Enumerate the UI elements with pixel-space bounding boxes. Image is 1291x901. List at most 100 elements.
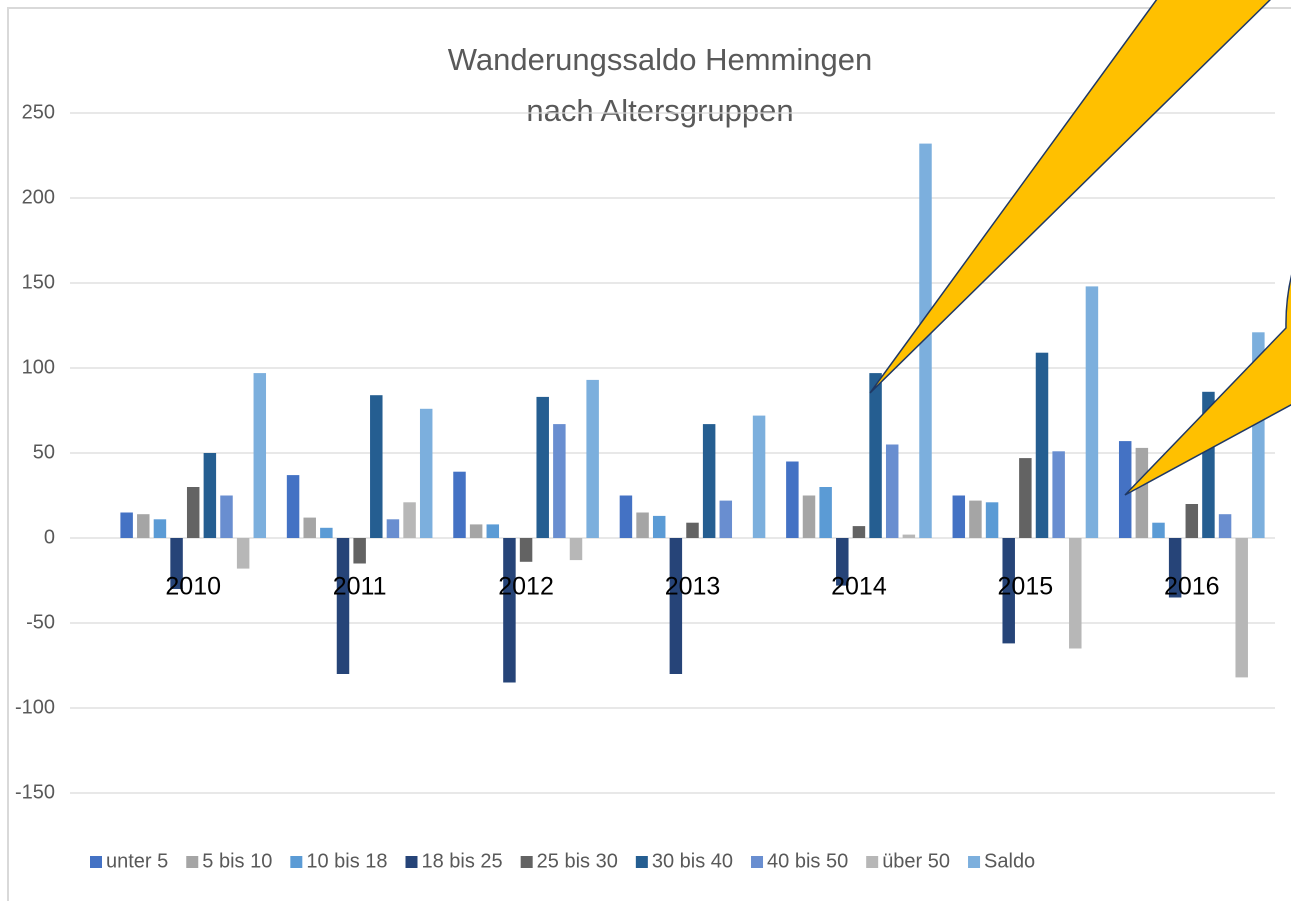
- chart-title: nach Altersgruppen: [526, 93, 793, 128]
- bar: [403, 502, 416, 538]
- x-tick-label: 2013: [665, 573, 721, 601]
- bar: [652, 515, 666, 538]
- bar: [952, 495, 966, 538]
- bar: [669, 538, 683, 674]
- bar: [186, 487, 200, 538]
- bar: [137, 514, 150, 538]
- bar: [1152, 522, 1165, 538]
- legend-label: 25 bis 30: [537, 850, 618, 872]
- legend-swatch: [751, 856, 764, 868]
- legend-swatch: [866, 856, 879, 868]
- y-tick-label: 100: [22, 356, 55, 378]
- legend-label: Saldo: [984, 850, 1035, 872]
- bar: [503, 538, 516, 683]
- legend-swatch: [520, 856, 533, 868]
- bar: [1002, 538, 1015, 644]
- bar: [486, 524, 500, 538]
- bar: [702, 424, 716, 538]
- callout-shape: [1124, 274, 1291, 496]
- bar: [869, 373, 882, 538]
- bar: [303, 517, 316, 538]
- legend-swatch: [968, 856, 981, 868]
- legend-label: 30 bis 40: [652, 850, 733, 872]
- bar: [203, 453, 217, 538]
- x-tick-label: 2016: [1164, 573, 1220, 601]
- bar: [286, 475, 300, 538]
- bar: [170, 538, 183, 589]
- bar: [1069, 538, 1082, 649]
- bar: [419, 408, 433, 538]
- bar: [453, 471, 466, 538]
- bar: [1235, 538, 1248, 678]
- bar: [153, 519, 167, 538]
- y-tick-label: 150: [22, 271, 55, 293]
- bar: [120, 512, 133, 538]
- bar: [1035, 352, 1049, 538]
- bar: [902, 534, 916, 538]
- bar: [536, 396, 549, 538]
- x-tick-label: 2010: [165, 573, 221, 601]
- bar: [885, 444, 899, 538]
- bar: [1085, 286, 1099, 538]
- callouts: [869, 0, 1291, 496]
- bar: [852, 526, 866, 538]
- bar: [1168, 538, 1182, 598]
- y-tick-label: -50: [26, 611, 55, 633]
- bar: [586, 379, 599, 538]
- bar: [802, 495, 816, 538]
- legend-label: unter 5: [106, 850, 168, 872]
- bar: [519, 538, 533, 562]
- bar: [236, 538, 250, 569]
- bar: [686, 522, 699, 538]
- x-tick-label: 2011: [333, 573, 387, 601]
- legend-label: 10 bis 18: [306, 850, 387, 872]
- bar: [719, 500, 733, 538]
- bar: [1185, 504, 1199, 538]
- callout-shape: [869, 0, 1271, 394]
- bar: [836, 538, 849, 586]
- bar: [619, 495, 633, 538]
- x-tick-label: 2015: [998, 573, 1054, 601]
- bar: [819, 487, 832, 538]
- legend-label: 5 bis 10: [202, 850, 272, 872]
- bar: [569, 538, 583, 561]
- bar: [1218, 514, 1232, 538]
- bar: [469, 524, 483, 538]
- y-tick-label: 0: [44, 526, 55, 548]
- y-tick-label: 200: [22, 186, 55, 208]
- bar: [1135, 447, 1149, 538]
- bar: [786, 461, 799, 538]
- x-tick-label: 2012: [498, 573, 554, 601]
- legend-swatch: [290, 856, 303, 868]
- bar: [919, 143, 932, 538]
- legend-swatch: [90, 856, 102, 868]
- bar: [985, 502, 999, 538]
- bar: [553, 424, 566, 538]
- bar: [1052, 451, 1065, 538]
- y-tick-label: -100: [15, 696, 55, 718]
- legend-swatch: [405, 856, 418, 868]
- y-tick-label: -150: [15, 781, 55, 803]
- bar: [220, 495, 233, 538]
- chart-title: Wanderungssaldo Hemmingen: [448, 42, 872, 77]
- bar: [253, 373, 267, 538]
- bar: [636, 512, 649, 538]
- legend-swatch: [186, 856, 199, 868]
- y-tick-label: 250: [22, 101, 55, 123]
- bar: [320, 527, 333, 538]
- bar: [752, 415, 766, 538]
- x-tick-label: 2014: [831, 573, 887, 601]
- bar: [353, 538, 366, 564]
- legend-label: 18 bis 25: [422, 850, 503, 872]
- bar: [1019, 458, 1032, 538]
- bar: [370, 395, 383, 538]
- legend-swatch: [635, 856, 648, 868]
- bar: [969, 500, 982, 538]
- bar: [1118, 441, 1132, 538]
- y-tick-label: 50: [33, 441, 55, 463]
- bar: [386, 519, 400, 538]
- legend-label: 40 bis 50: [767, 850, 848, 872]
- legend-label: über 50: [882, 850, 950, 872]
- bar: [336, 538, 350, 674]
